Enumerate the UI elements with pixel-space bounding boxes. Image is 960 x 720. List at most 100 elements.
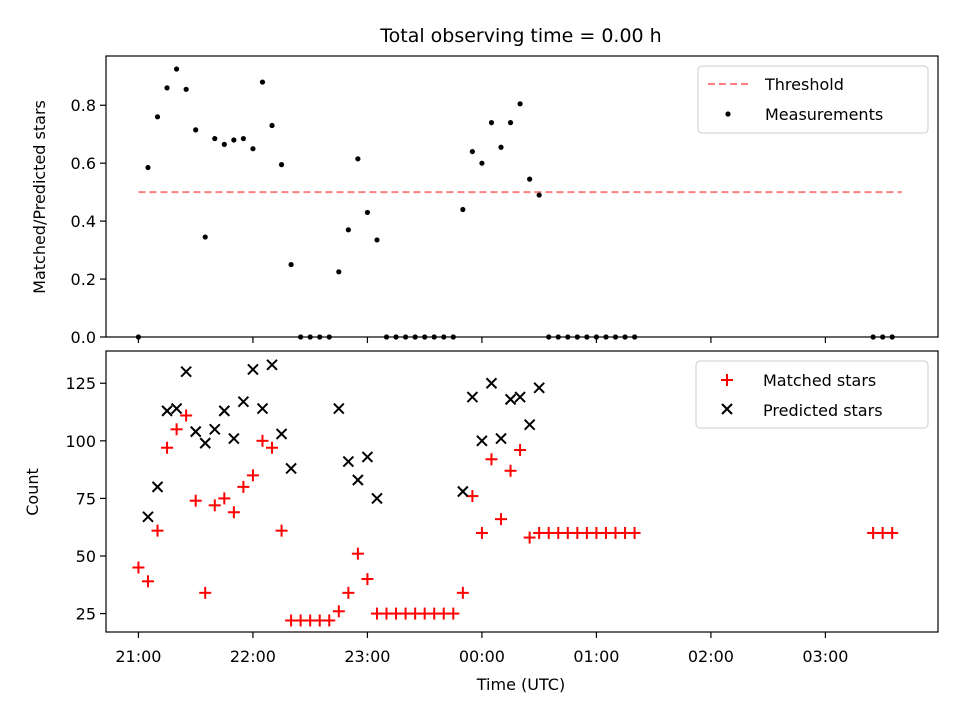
predicted-star-point — [266, 359, 278, 371]
matched-star-point — [485, 453, 498, 466]
matched-star-point — [361, 573, 374, 586]
bottom-y-axis-label: Count — [23, 468, 42, 516]
predicted-star-point — [514, 391, 526, 403]
measurement-point — [288, 261, 294, 268]
predicted-star-point — [504, 393, 517, 406]
x-tick-label: 01:00 — [573, 647, 619, 666]
legend-matched-label: Matched stars — [763, 371, 876, 390]
measurement-point — [460, 206, 466, 213]
predicted-star-point — [189, 425, 202, 438]
predicted-star-point — [466, 391, 479, 403]
top-y-axis-label: Matched/Predicted stars — [30, 100, 49, 294]
matched-star-point — [141, 575, 154, 588]
matched-star-point — [275, 524, 288, 537]
measurement-point — [364, 209, 371, 216]
x-tick-label: 02:00 — [688, 647, 734, 666]
matched-star-point — [495, 513, 508, 526]
top-panel: 0.00.20.40.60.8 Matched/Predicted stars … — [30, 55, 939, 347]
x-tick-label: 22:00 — [230, 647, 276, 666]
measurement-point — [536, 192, 542, 198]
predicted-star-point — [457, 485, 469, 498]
measurement-point — [355, 156, 361, 162]
top-y-ticks: 0.0 0.2 0.4 0.6 0.8 — [71, 96, 106, 347]
top-x-ticks — [137, 337, 827, 343]
matched-star-point — [886, 526, 899, 539]
matched-star-point — [246, 469, 259, 482]
matched-star-point — [628, 526, 641, 539]
bottom-y-tick-label: 125 — [65, 374, 96, 393]
bottom-legend: Matched stars Predicted stars — [695, 360, 929, 429]
matched-star-point — [208, 499, 221, 512]
matched-star-point — [189, 494, 202, 507]
measurement-point — [507, 120, 514, 126]
measurement-point — [212, 135, 218, 142]
measurement-point — [259, 79, 266, 85]
predicted-star-point — [247, 363, 259, 376]
matched-star-point — [447, 607, 460, 620]
measurement-point — [479, 160, 485, 166]
measurement-point — [145, 164, 151, 171]
predicted-star-point — [485, 377, 498, 389]
predicted-star-point — [170, 402, 183, 415]
matched-star-point — [237, 480, 250, 493]
matched-star-point — [132, 561, 145, 574]
measurement-point — [374, 237, 380, 243]
measurement-point — [469, 148, 475, 155]
predicted-star-point — [209, 423, 221, 436]
matched-star-point — [342, 586, 355, 599]
matched-star-point — [256, 434, 269, 447]
bottom-axes-frame — [105, 350, 939, 633]
matched-star-point — [227, 506, 240, 519]
x-tick-label: 23:00 — [344, 647, 390, 666]
measurement-point — [517, 101, 523, 107]
predicted-star-point — [371, 492, 383, 505]
top-y-tick-label: 0.4 — [71, 212, 96, 231]
predicted-star-point — [218, 405, 231, 417]
legend-matched-swatch — [721, 374, 733, 386]
measurement-point — [221, 141, 227, 147]
top-axes-frame — [105, 55, 939, 338]
measurement-point — [202, 234, 208, 240]
measurement-point — [174, 66, 180, 72]
predicted-star-point — [142, 511, 154, 523]
measurement-point — [183, 86, 189, 92]
predicted-star-point — [180, 366, 192, 378]
predicted-star-point — [275, 428, 288, 440]
predicted-star-point — [523, 418, 536, 431]
legend-measurements-label: Measurements — [765, 105, 883, 124]
matched-star-point — [161, 441, 174, 454]
measurement-point — [527, 176, 533, 182]
measurement-point — [488, 120, 495, 126]
bottom-y-tick-label: 50 — [76, 547, 96, 566]
top-legend: Threshold Measurements — [697, 65, 929, 134]
matched-star-point — [170, 423, 183, 436]
matched-star-point — [504, 464, 517, 477]
matched-star-point — [218, 492, 231, 505]
bottom-y-ticks: 25 50 75 100 125 — [65, 374, 106, 624]
legend-measurements-swatch — [725, 111, 731, 117]
measurement-point — [498, 144, 504, 150]
matched-star-point — [475, 526, 488, 539]
legend-threshold-label: Threshold — [764, 75, 844, 94]
predicted-star-point — [161, 405, 173, 417]
bottom-x-ticks: 21:00 22:00 23:00 00:00 01:00 02:00 03:00 — [115, 632, 848, 666]
predicted-star-point — [495, 432, 507, 445]
matched-star-point — [351, 547, 364, 560]
figure-title: Total observing time = 0.00 h — [379, 25, 661, 47]
x-axis-label: Time (UTC) — [476, 675, 565, 694]
measurement-point — [240, 135, 246, 142]
predicted-star-point — [342, 455, 355, 468]
measurement-point — [336, 269, 342, 275]
top-y-tick-label: 0.2 — [71, 270, 96, 289]
legend-predicted-label: Predicted stars — [763, 401, 883, 420]
predicted-star-point — [476, 435, 488, 447]
predicted-star-point — [228, 432, 240, 445]
measurement-point — [250, 146, 256, 152]
bottom-y-tick-label: 100 — [65, 432, 96, 451]
measurement-point — [278, 162, 285, 168]
predicted-star-point — [199, 437, 211, 449]
measurement-point — [269, 122, 275, 129]
matched-star-point — [514, 444, 527, 457]
bottom-legend-box — [695, 360, 929, 429]
